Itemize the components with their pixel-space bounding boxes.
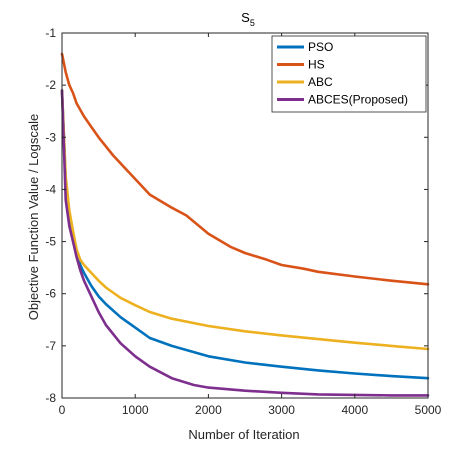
legend-label: HS bbox=[308, 58, 325, 72]
series-line-hs bbox=[60, 52, 430, 286]
chart-title-main: S bbox=[241, 10, 250, 25]
y-tick-label: -2 bbox=[45, 78, 56, 92]
y-axis-label: Objective Function Value / Logscale bbox=[26, 114, 41, 320]
x-tick-label: 1000 bbox=[122, 403, 149, 417]
series-line-pso bbox=[60, 89, 430, 380]
x-tick-label: 2000 bbox=[195, 403, 222, 417]
x-axis-label: Number of Iteration bbox=[188, 427, 299, 442]
y-tick-label: -7 bbox=[45, 339, 56, 353]
x-tick-label: 3000 bbox=[268, 403, 295, 417]
y-tick-label: -4 bbox=[45, 182, 56, 196]
legend-label: ABC bbox=[308, 75, 333, 89]
series-line-abc bbox=[60, 89, 430, 351]
x-tick-label: 4000 bbox=[341, 403, 368, 417]
series-line-abces-proposed bbox=[60, 89, 430, 397]
y-tick-label: -6 bbox=[45, 287, 56, 301]
y-tick-label: -1 bbox=[45, 26, 56, 40]
legend-entries: PSO HS ABC ABCES(Proposed) bbox=[277, 40, 408, 107]
y-tick-label: -5 bbox=[45, 235, 56, 249]
legend: PSO HS ABC ABCES(Proposed) bbox=[271, 35, 427, 113]
plot-area-frame bbox=[61, 32, 429, 399]
legend-label: ABCES(Proposed) bbox=[308, 93, 408, 107]
legend-label: PSO bbox=[308, 40, 333, 54]
x-tick-label: 0 bbox=[59, 403, 66, 417]
chart-title: S5 bbox=[241, 10, 255, 28]
series-layer bbox=[60, 52, 430, 397]
chart-title-subscript: 5 bbox=[250, 18, 255, 28]
y-tick-label: -3 bbox=[45, 130, 56, 144]
x-tick-label: 5000 bbox=[415, 403, 442, 417]
ticks-layer: 0 1000 2000 3000 4000 5000 -1 -2 -3 -4 -5 -6 -7 -8 bbox=[45, 26, 441, 417]
y-tick-label: -8 bbox=[45, 391, 56, 405]
